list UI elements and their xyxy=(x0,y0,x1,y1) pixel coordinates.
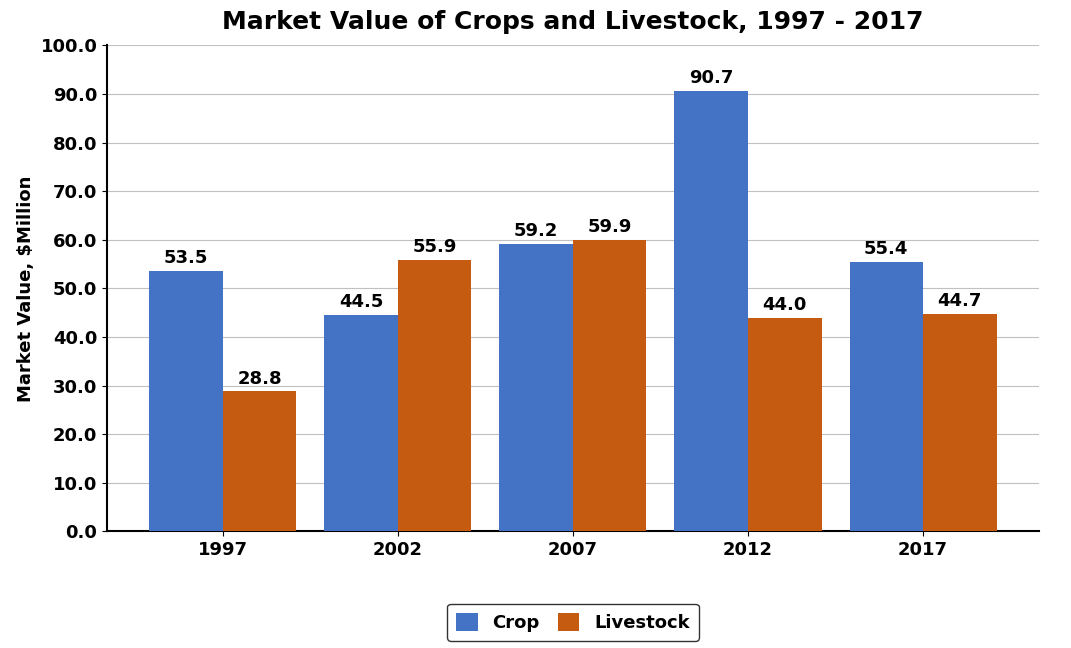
Bar xyxy=(849,262,923,531)
Text: 53.5: 53.5 xyxy=(164,249,209,268)
Bar xyxy=(573,240,647,531)
Text: 44.5: 44.5 xyxy=(340,293,383,311)
Bar xyxy=(748,318,821,531)
Bar xyxy=(325,315,398,531)
Text: 59.9: 59.9 xyxy=(588,218,632,237)
Text: 44.0: 44.0 xyxy=(763,295,806,314)
Text: 55.9: 55.9 xyxy=(412,238,457,256)
Text: 44.7: 44.7 xyxy=(937,292,982,310)
Bar xyxy=(499,244,573,531)
Bar xyxy=(398,260,471,531)
Legend: Crop, Livestock: Crop, Livestock xyxy=(448,603,698,641)
Bar xyxy=(150,272,223,531)
Text: 28.8: 28.8 xyxy=(238,369,282,388)
Bar xyxy=(675,91,748,531)
Title: Market Value of Crops and Livestock, 1997 - 2017: Market Value of Crops and Livestock, 199… xyxy=(223,10,923,34)
Bar xyxy=(923,314,996,531)
Bar xyxy=(223,391,297,531)
Text: 59.2: 59.2 xyxy=(514,222,558,240)
Text: 90.7: 90.7 xyxy=(689,69,734,87)
Text: 55.4: 55.4 xyxy=(864,240,908,259)
Y-axis label: Market Value, $Million: Market Value, $Million xyxy=(17,175,35,402)
